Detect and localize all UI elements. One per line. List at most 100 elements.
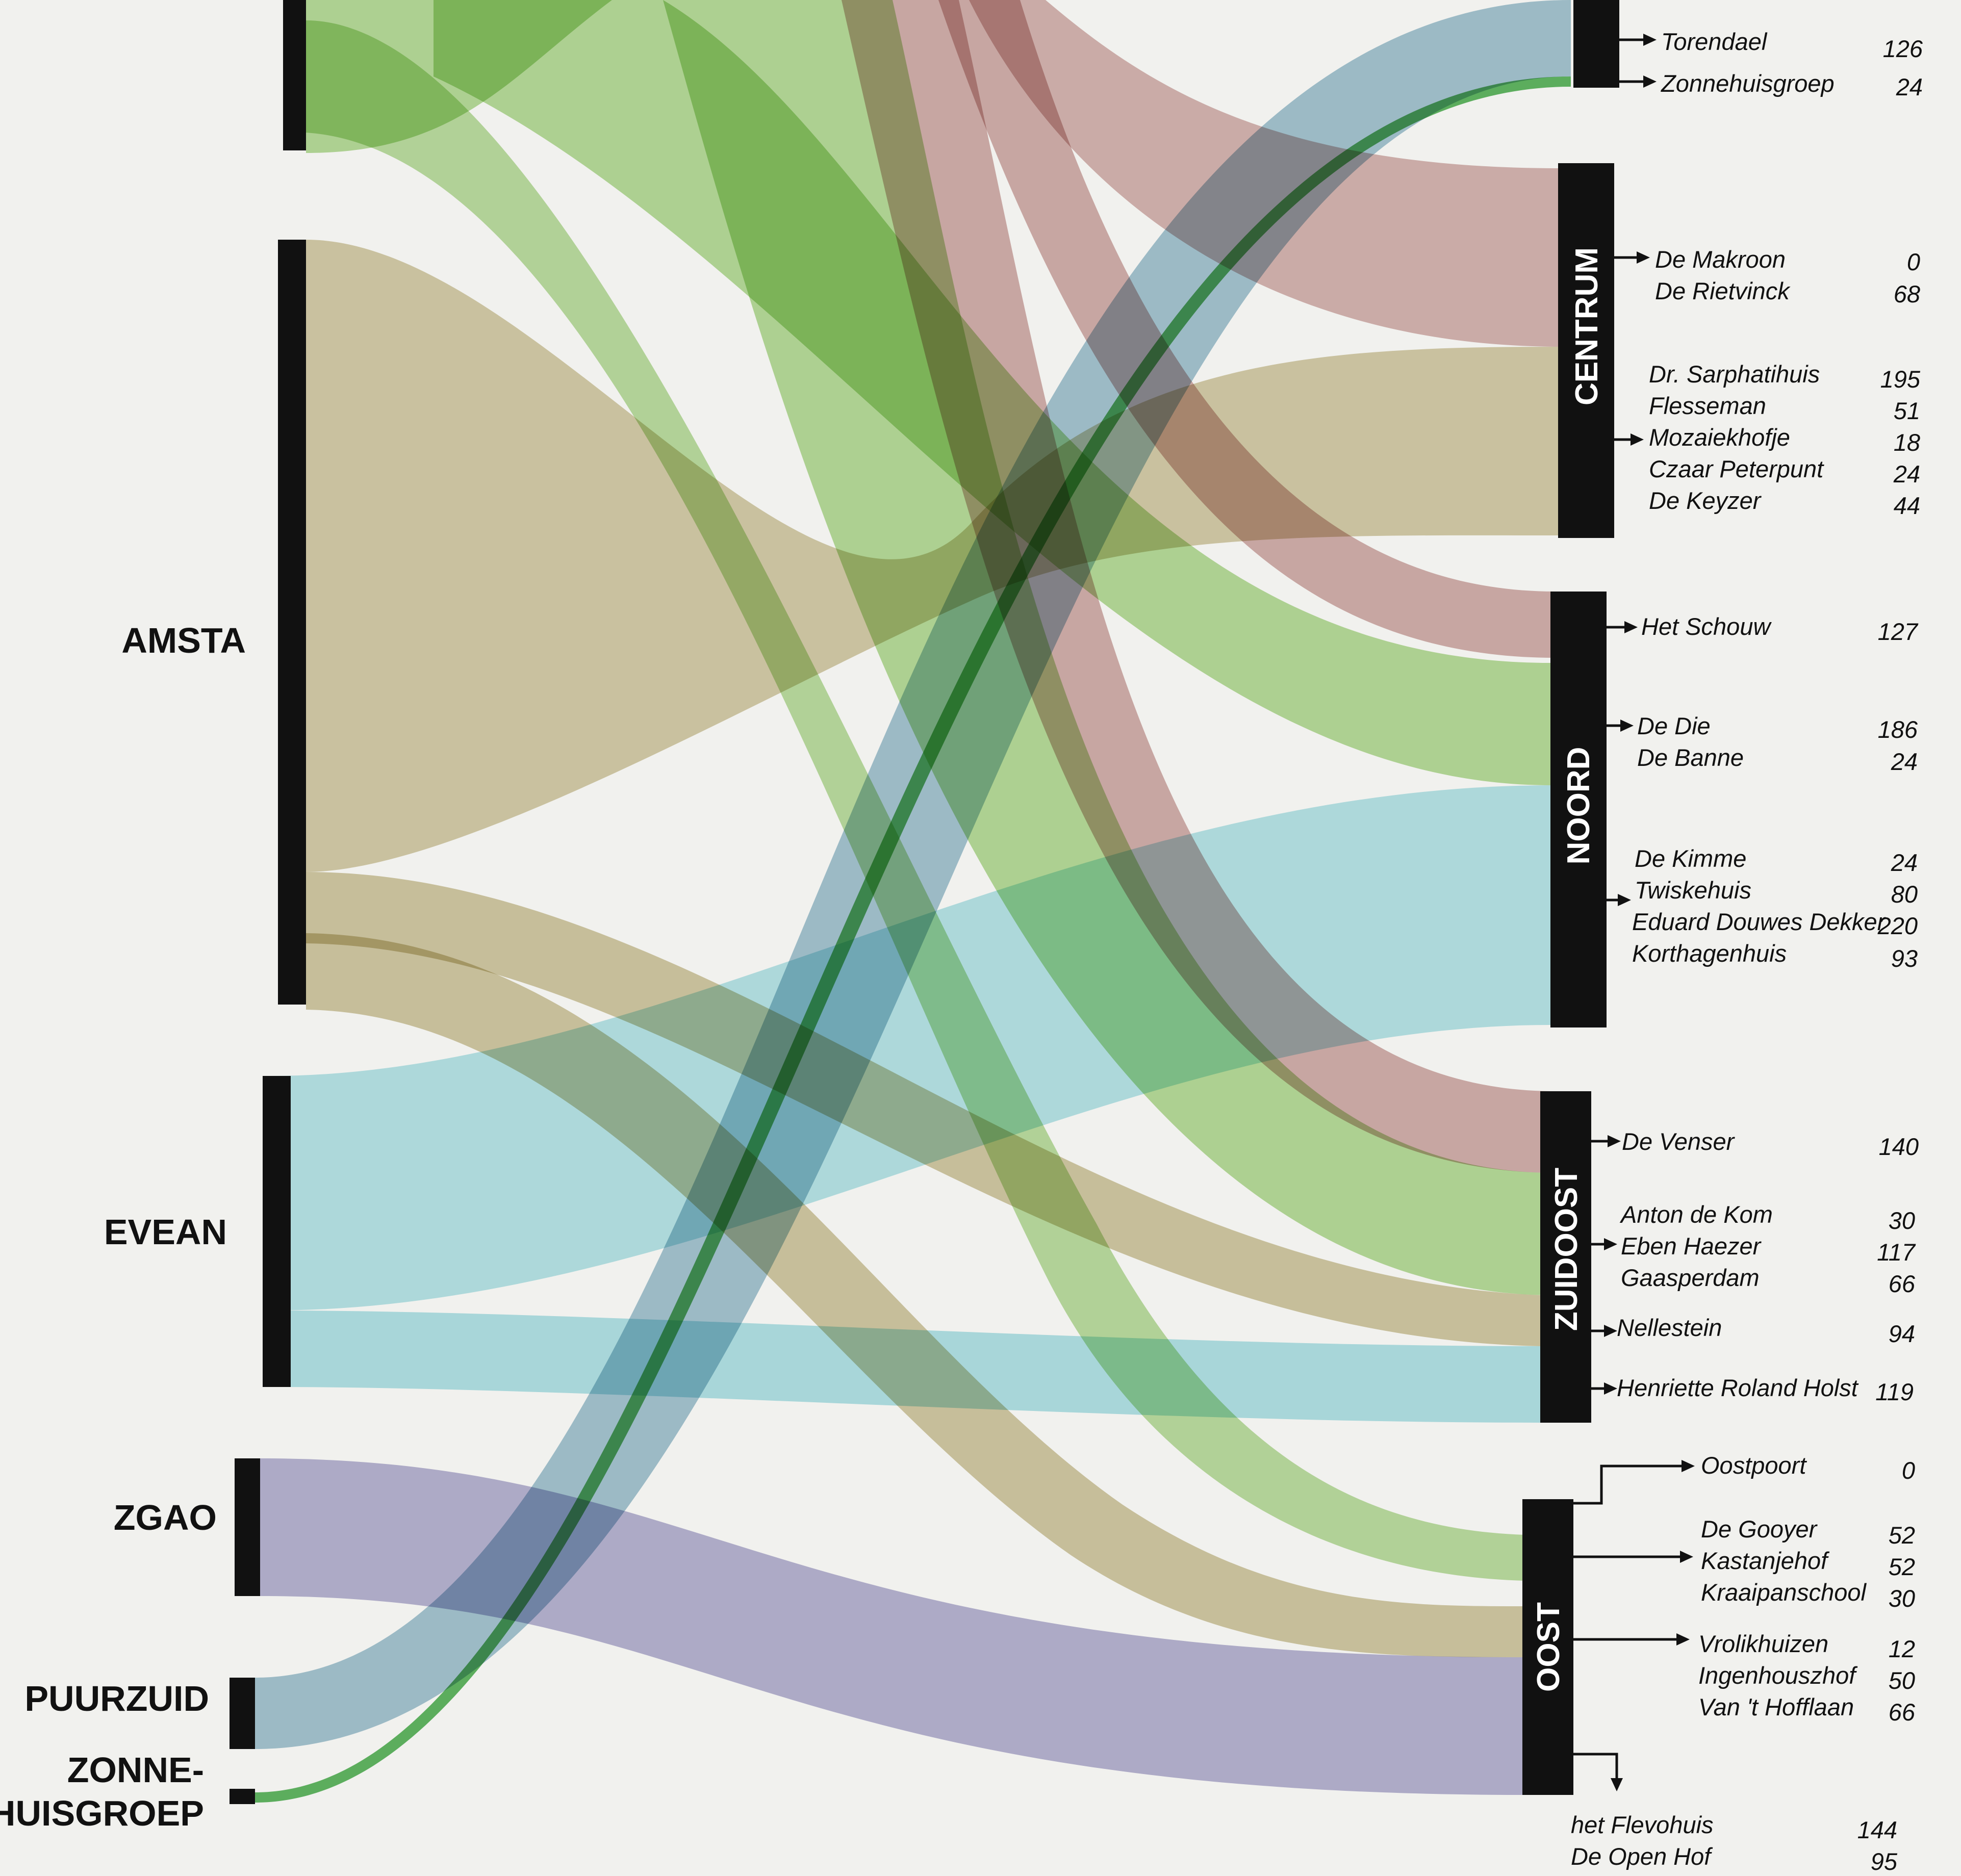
- home-name-de-makroon: De Makroon: [1655, 246, 1786, 273]
- home-value-de-gooyer: 52: [1889, 1522, 1915, 1549]
- home-value-kastanjehof: 52: [1889, 1553, 1915, 1580]
- home-value-anton-de-kom: 30: [1889, 1207, 1915, 1234]
- arrowhead-noord-2: [1620, 719, 1634, 732]
- region-bar-centrum: [1558, 163, 1614, 538]
- source-bar-puurzuid: [230, 1678, 255, 1749]
- home-value-de-makroon: 0: [1907, 248, 1920, 275]
- home-value-dr-sarphatihuis: 195: [1880, 366, 1921, 393]
- home-name-de-venser: De Venser: [1622, 1128, 1736, 1155]
- home-value-vrolikhuizen: 12: [1889, 1635, 1915, 1662]
- region-label-centrum: CENTRUM: [1569, 247, 1605, 405]
- home-name-flesseman: Flesseman: [1649, 392, 1766, 419]
- home-value-torendael: 126: [1883, 35, 1923, 62]
- home-name-de-keyzer: De Keyzer: [1649, 487, 1762, 514]
- region-bar-zuidoost: [1540, 1091, 1591, 1423]
- home-list: Torendael 126 Zonnehuisgroep 24 De Makroon 0 D…: [1571, 28, 1923, 1875]
- home-name-kastanjehof: Kastanjehof: [1701, 1547, 1830, 1574]
- home-value-de-rietvinck: 68: [1894, 280, 1920, 307]
- arrowhead-zuidoost-1: [1608, 1135, 1621, 1147]
- home-value-het-schouw: 127: [1878, 618, 1919, 645]
- source-label-evean: EVEAN: [104, 1212, 227, 1252]
- flow-puurzuid-top: [255, 0, 1571, 1749]
- home-value-het-flevohuis: 144: [1857, 1816, 1897, 1843]
- home-name-henriette-roland-holst: Henriette Roland Holst: [1617, 1374, 1859, 1401]
- source-label-puurzuid: PUURZUID: [24, 1679, 209, 1718]
- home-name-mozaiekhofje: Mozaiekhofje: [1649, 424, 1790, 451]
- home-value-eben-haezer: 117: [1877, 1239, 1916, 1266]
- source-bar-top: [283, 0, 306, 150]
- source-bars: [230, 0, 306, 1804]
- home-value-de-open-hof: 95: [1871, 1848, 1898, 1875]
- region-bars: [1522, 0, 1619, 1795]
- home-value-ingenhouszhof: 50: [1889, 1667, 1915, 1694]
- arrowhead-oost-2: [1680, 1551, 1693, 1563]
- flow-amsta-green-oost: [306, 20, 1525, 1581]
- source-label-zonnehuisgroep-2: HUISGROEP: [0, 1793, 204, 1833]
- home-value-twiskehuis: 80: [1891, 881, 1918, 908]
- home-value-oostpoort: 0: [1902, 1457, 1915, 1484]
- home-name-de-die: De Die: [1637, 712, 1711, 739]
- home-name-dr-sarphatihuis: Dr. Sarphatihuis: [1649, 361, 1820, 388]
- source-bar-zonnehuisgroep: [230, 1789, 255, 1804]
- flow-evean-noord: [270, 785, 1550, 1310]
- flow-evean-zuidoost: [270, 1310, 1540, 1423]
- source-bar-zgao: [235, 1458, 260, 1596]
- arrowhead-zuidoost-4: [1604, 1382, 1617, 1395]
- home-value-mozaiekhofje: 18: [1894, 429, 1920, 456]
- leader-oost-4: [1573, 1753, 1618, 1780]
- home-value-kraaipanschool: 30: [1889, 1585, 1915, 1612]
- home-name-de-gooyer: De Gooyer: [1701, 1515, 1818, 1543]
- home-value-van-t-hofflaan: 66: [1889, 1699, 1916, 1726]
- home-value-korthagenhuis: 93: [1891, 945, 1918, 972]
- region-bar-oost: [1522, 1499, 1573, 1795]
- home-name-anton-de-kom: Anton de Kom: [1619, 1201, 1773, 1228]
- home-value-henriette-roland-holst: 119: [1875, 1378, 1914, 1405]
- home-name-czaar-peterpunt: Czaar Peterpunt: [1649, 455, 1824, 482]
- region-labels: CENTRUM NOORD ZUIDOOST OOST: [1531, 247, 1605, 1692]
- arrowhead-zuidoost-2: [1604, 1238, 1617, 1250]
- home-name-eben-haezer: Eben Haezer: [1621, 1232, 1762, 1260]
- home-name-torendael: Torendael: [1661, 28, 1768, 55]
- home-value-de-die: 186: [1878, 716, 1918, 743]
- home-value-de-venser: 140: [1879, 1133, 1919, 1160]
- home-name-de-open-hof: De Open Hof: [1571, 1843, 1713, 1870]
- home-name-de-kimme: De Kimme: [1635, 845, 1746, 872]
- source-label-amsta: AMSTA: [121, 621, 246, 660]
- home-name-ingenhouszhof: Ingenhouszhof: [1698, 1662, 1858, 1689]
- home-name-gaasperdam: Gaasperdam: [1621, 1264, 1760, 1291]
- leader-oostpoort: [1573, 1464, 1683, 1505]
- arrowhead-oost-3: [1676, 1633, 1690, 1646]
- home-name-van-t-hofflaan: Van 't Hofflaan: [1698, 1693, 1854, 1720]
- arrowhead-centrum-1: [1637, 251, 1650, 264]
- home-value-flesseman: 51: [1894, 397, 1920, 424]
- home-name-zonnehuisgroep: Zonnehuisgroep: [1661, 70, 1835, 97]
- flow-ribbons: [255, 0, 1571, 1803]
- flow-amsta-brown-zuidoost: [842, 0, 1550, 1173]
- arrowhead-oostpoort: [1682, 1460, 1695, 1472]
- source-bar-amsta: [278, 240, 306, 1005]
- region-label-zuidoost: ZUIDOOST: [1549, 1168, 1584, 1331]
- region-bar-noord: [1550, 592, 1607, 1027]
- home-name-vrolikhuizen: Vrolikhuizen: [1698, 1630, 1828, 1657]
- home-name-nellestein: Nellestein: [1617, 1314, 1722, 1341]
- flow-amsta-green-noord: [434, 0, 1550, 785]
- flow-amsta-brown-noord: [938, 0, 1556, 658]
- home-value-de-banne: 24: [1891, 748, 1918, 775]
- home-value-de-kimme: 24: [1891, 849, 1918, 876]
- region-label-oost: OOST: [1531, 1602, 1566, 1692]
- leader-arrows: [1573, 34, 1695, 1791]
- source-labels: AMSTA EVEAN ZGAO PUURZUID ZONNE- HUISGRO…: [0, 621, 246, 1833]
- home-value-czaar-peterpunt: 24: [1893, 460, 1920, 487]
- home-value-de-keyzer: 44: [1894, 492, 1920, 519]
- home-name-het-schouw: Het Schouw: [1641, 613, 1772, 640]
- arrowhead-oost-4: [1611, 1778, 1623, 1791]
- home-value-nellestein: 94: [1889, 1320, 1915, 1347]
- flow-amsta-green-zuidoost: [663, 0, 1545, 1295]
- home-name-het-flevohuis: het Flevohuis: [1571, 1811, 1714, 1838]
- source-bar-evean: [263, 1076, 291, 1387]
- home-name-oostpoort: Oostpoort: [1701, 1452, 1807, 1479]
- home-name-eduard-douwes-dekker: Eduard Douwes Dekker: [1632, 908, 1887, 935]
- source-label-zgao: ZGAO: [114, 1498, 217, 1537]
- home-value-eduard-douwes-dekker: 220: [1877, 912, 1918, 939]
